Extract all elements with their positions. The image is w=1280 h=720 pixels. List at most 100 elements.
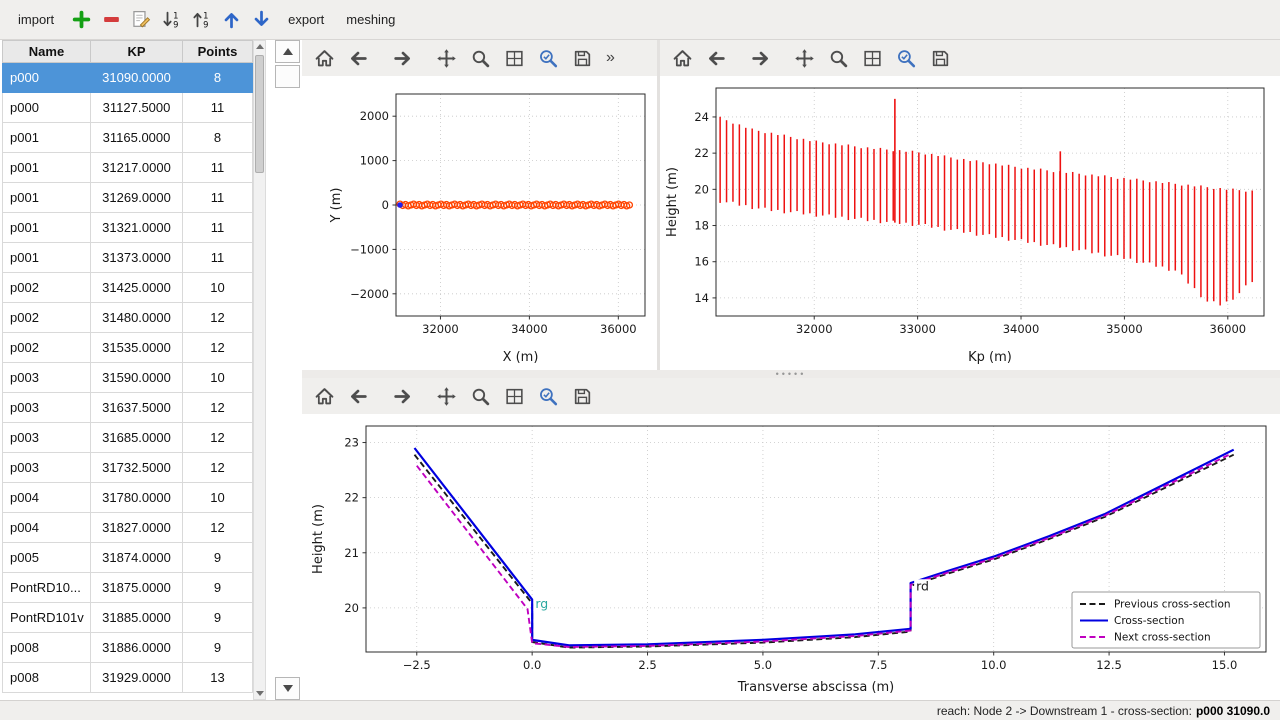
edit-button[interactable]	[126, 5, 156, 35]
cross-section-list-panel: Name KP Points p00031090.00008p00031127.…	[0, 40, 302, 700]
table-scroll-down-arrow[interactable]	[256, 691, 264, 696]
move-up-button[interactable]	[216, 5, 246, 35]
meshing-button[interactable]: meshing	[336, 7, 405, 32]
column-header-kp[interactable]: KP	[91, 41, 183, 63]
table-row[interactable]: PontRD101v31885.00009	[3, 603, 253, 633]
cell-points: 9	[183, 603, 253, 633]
back-button[interactable]	[700, 43, 732, 73]
panel-scrollbar-thumb[interactable]	[275, 65, 300, 88]
subplots-button[interactable]	[856, 43, 888, 73]
table-row[interactable]: PontRD10...31875.00009	[3, 573, 253, 603]
table-row[interactable]: p00131321.000011	[3, 213, 253, 243]
move-down-button[interactable]	[246, 5, 276, 35]
table-row[interactable]: p00431827.000012	[3, 513, 253, 543]
zoom-button[interactable]	[822, 43, 854, 73]
sort-desc-icon: 19	[161, 9, 182, 30]
forward-button[interactable]	[744, 43, 776, 73]
pan-button[interactable]	[788, 43, 820, 73]
add-button[interactable]	[66, 5, 96, 35]
save-button[interactable]	[566, 381, 598, 411]
panel-scroll-down-button[interactable]	[275, 677, 300, 700]
plots-area: » 320003400036000−2000−1000010002000X (m…	[302, 40, 1280, 700]
cell-name: p001	[3, 213, 91, 243]
table-row[interactable]: p00231480.000012	[3, 303, 253, 333]
svg-text:2.5: 2.5	[638, 658, 656, 672]
edit-icon	[131, 9, 152, 30]
svg-text:0: 0	[382, 198, 389, 212]
save-button[interactable]	[924, 43, 956, 73]
table-scrollbar[interactable]	[253, 40, 266, 700]
table-scrollbar-thumb[interactable]	[255, 55, 264, 173]
customize-button[interactable]	[532, 43, 564, 73]
panel-scroll-up-button[interactable]	[275, 40, 300, 63]
table-row[interactable]: p00031090.00008	[3, 63, 253, 93]
home-button[interactable]	[308, 381, 340, 411]
column-header-name[interactable]: Name	[3, 41, 91, 63]
save-button[interactable]	[566, 43, 598, 73]
customize-icon	[538, 48, 559, 69]
cell-name: p003	[3, 363, 91, 393]
customize-button[interactable]	[890, 43, 922, 73]
cell-name: p001	[3, 153, 91, 183]
home-button[interactable]	[308, 43, 340, 73]
table-row[interactable]: p00131373.000011	[3, 243, 253, 273]
table-row[interactable]: p00231535.000012	[3, 333, 253, 363]
toolbar-overflow-chevron[interactable]: »	[606, 49, 615, 67]
table-row[interactable]: p00431780.000010	[3, 483, 253, 513]
sort-desc-button[interactable]: 19	[156, 5, 186, 35]
cell-points: 9	[183, 543, 253, 573]
cell-kp: 31885.0000	[91, 603, 183, 633]
table-row[interactable]: p00131165.00008	[3, 123, 253, 153]
import-button[interactable]: import	[8, 7, 64, 32]
forward-button[interactable]	[386, 381, 418, 411]
plan-view-plot[interactable]: 320003400036000−2000−1000010002000X (m)Y…	[302, 76, 657, 370]
zoom-button[interactable]	[464, 381, 496, 411]
svg-text:20: 20	[694, 182, 709, 196]
back-icon	[348, 48, 369, 69]
panel-scrollbar-track[interactable]	[275, 88, 300, 677]
forward-button[interactable]	[386, 43, 418, 73]
subplots-button[interactable]	[498, 43, 530, 73]
table-row[interactable]: p00331637.500012	[3, 393, 253, 423]
forward-icon	[392, 386, 413, 407]
pan-button[interactable]	[430, 381, 462, 411]
table-row[interactable]: p00131269.000011	[3, 183, 253, 213]
move-down-icon	[251, 9, 272, 30]
svg-text:7.5: 7.5	[869, 658, 887, 672]
pan-button[interactable]	[430, 43, 462, 73]
horizontal-splitter[interactable]: •••••	[302, 370, 1280, 378]
table-row[interactable]: p00031127.500011	[3, 93, 253, 123]
main-area: Name KP Points p00031090.00008p00031127.…	[0, 40, 1280, 700]
cross-section-plot[interactable]: −2.50.02.55.07.510.012.515.020212223Tran…	[302, 414, 1280, 700]
remove-button[interactable]	[96, 5, 126, 35]
cell-kp: 31827.0000	[91, 513, 183, 543]
svg-text:−2.5: −2.5	[403, 658, 431, 672]
longitudinal-profile-toolbar	[660, 40, 1280, 76]
cell-name: p003	[3, 453, 91, 483]
table-row[interactable]: p00331685.000012	[3, 423, 253, 453]
table-row[interactable]: p00831886.00009	[3, 633, 253, 663]
sort-asc-button[interactable]: 19	[186, 5, 216, 35]
table-row[interactable]: p00531874.00009	[3, 543, 253, 573]
svg-text:18: 18	[694, 219, 709, 233]
cell-points: 11	[183, 93, 253, 123]
subplots-button[interactable]	[498, 381, 530, 411]
back-button[interactable]	[342, 43, 374, 73]
table-row[interactable]: p00131217.000011	[3, 153, 253, 183]
table-scroll-up-arrow[interactable]	[256, 44, 264, 49]
svg-text:22: 22	[344, 491, 359, 505]
longitudinal-profile-plot[interactable]: 3200033000340003500036000141618202224Kp …	[660, 76, 1280, 370]
cell-name: p000	[3, 93, 91, 123]
longitudinal-profile-panel: 3200033000340003500036000141618202224Kp …	[660, 40, 1280, 370]
export-button[interactable]: export	[278, 7, 334, 32]
table-row[interactable]: p00331732.500012	[3, 453, 253, 483]
zoom-button[interactable]	[464, 43, 496, 73]
table-row[interactable]: p00331590.000010	[3, 363, 253, 393]
table-row[interactable]: p00231425.000010	[3, 273, 253, 303]
table-row[interactable]: p00831929.000013	[3, 663, 253, 693]
back-button[interactable]	[342, 381, 374, 411]
customize-button[interactable]	[532, 381, 564, 411]
home-button[interactable]	[666, 43, 698, 73]
home-icon	[672, 48, 693, 69]
column-header-points[interactable]: Points	[183, 41, 253, 63]
